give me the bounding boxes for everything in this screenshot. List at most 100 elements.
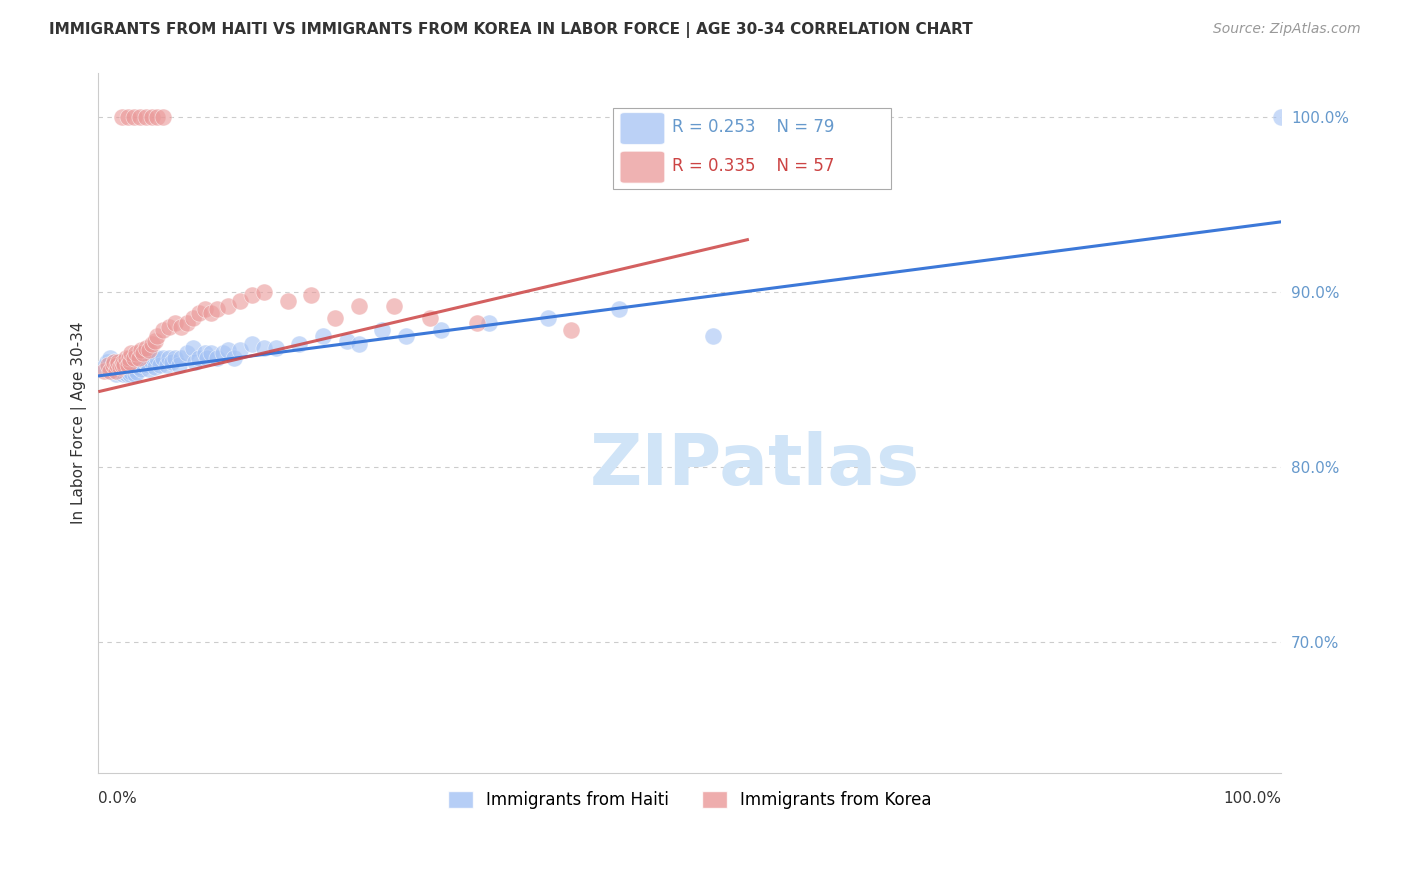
Point (478, 317, 501, 331)
Point (129, 362, 152, 376)
Point (156, 359, 179, 373)
Point (105, 367, 128, 381)
Point (127, 366, 149, 380)
Point (101, 359, 124, 373)
Point (136, 359, 159, 373)
Point (176, 317, 198, 331)
Point (98, 351, 121, 366)
FancyBboxPatch shape (613, 108, 891, 188)
Point (104, 364, 127, 378)
Point (167, 359, 190, 373)
Point (702, 328, 724, 343)
Point (152, 110, 174, 124)
Point (240, 337, 263, 351)
Point (112, 367, 135, 381)
Point (157, 351, 180, 366)
Point (111, 360, 134, 375)
Point (165, 317, 187, 331)
Point (128, 110, 150, 124)
FancyBboxPatch shape (620, 151, 665, 183)
Point (152, 351, 174, 366)
Point (117, 366, 139, 380)
Legend: Immigrants from Haiti, Immigrants from Korea: Immigrants from Haiti, Immigrants from K… (441, 784, 939, 815)
Point (149, 359, 172, 373)
Point (143, 334, 166, 348)
Point (125, 359, 148, 373)
Point (117, 359, 139, 373)
Point (117, 359, 139, 373)
Point (371, 323, 394, 337)
Point (112, 355, 135, 369)
Point (347, 337, 370, 351)
Point (312, 328, 335, 343)
Point (430, 323, 453, 337)
Text: 0.0%: 0.0% (98, 791, 138, 806)
Point (128, 355, 150, 369)
Point (105, 360, 128, 375)
Point (135, 341, 157, 355)
Point (194, 302, 217, 317)
Point (165, 351, 187, 366)
Point (122, 355, 145, 369)
Point (253, 341, 276, 355)
Point (217, 299, 239, 313)
Point (108, 360, 131, 375)
Point (336, 334, 359, 348)
Point (114, 351, 136, 366)
Point (101, 359, 124, 373)
Point (120, 367, 142, 381)
Point (107, 355, 129, 369)
Point (115, 367, 138, 381)
Point (93, 360, 115, 375)
Point (607, 302, 630, 317)
Point (141, 355, 163, 369)
Point (111, 359, 134, 373)
Point (107, 366, 129, 380)
Point (194, 346, 217, 360)
Point (537, 311, 560, 326)
Point (105, 359, 128, 373)
Point (187, 351, 209, 366)
Point (299, 288, 322, 302)
Point (132, 346, 155, 360)
Point (142, 351, 165, 366)
Point (181, 311, 204, 326)
Point (211, 346, 233, 360)
Point (176, 346, 198, 360)
Point (129, 343, 152, 357)
Y-axis label: In Labor Force | Age 30-34: In Labor Force | Age 30-34 (72, 322, 87, 524)
Point (118, 351, 141, 366)
Point (98, 364, 121, 378)
Point (157, 319, 180, 334)
Point (184, 355, 207, 369)
Point (121, 346, 143, 360)
Point (146, 351, 169, 366)
Point (108, 355, 131, 369)
Point (128, 360, 150, 375)
Point (560, 323, 582, 337)
Point (229, 293, 252, 308)
Point (187, 306, 209, 320)
Text: R = 0.335    N = 57: R = 0.335 N = 57 (672, 157, 834, 175)
Point (200, 346, 222, 360)
Point (277, 293, 299, 308)
Point (205, 351, 228, 366)
Point (97, 359, 120, 373)
Point (124, 367, 146, 381)
Point (111, 110, 134, 124)
Point (121, 366, 143, 380)
Point (132, 359, 155, 373)
Point (395, 328, 418, 343)
Point (146, 328, 169, 343)
Point (122, 351, 145, 366)
Text: Source: ZipAtlas.com: Source: ZipAtlas.com (1213, 22, 1361, 37)
Text: R = 0.253    N = 79: R = 0.253 N = 79 (672, 118, 834, 136)
Point (112, 355, 135, 369)
Point (125, 346, 148, 360)
Text: IMMIGRANTS FROM HAITI VS IMMIGRANTS FROM KOREA IN LABOR FORCE | AGE 30-34 CORREL: IMMIGRANTS FROM HAITI VS IMMIGRANTS FROM… (49, 22, 973, 38)
Point (181, 341, 204, 355)
Text: ZIPatlas: ZIPatlas (589, 431, 920, 500)
Point (240, 288, 263, 302)
Point (120, 355, 142, 369)
Point (195, 351, 218, 366)
